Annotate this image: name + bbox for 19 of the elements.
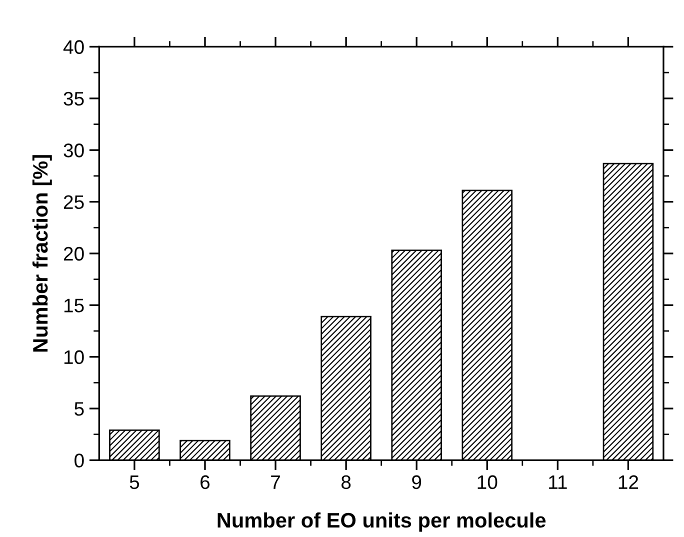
- y-tick-label: 0: [74, 454, 84, 468]
- x-tick-label: 5: [130, 476, 140, 490]
- y-tick-label: 10: [64, 350, 84, 364]
- x-tick-label: 10: [478, 475, 498, 490]
- x-tick-label: 9: [412, 475, 422, 490]
- y-tick-label: 25: [64, 195, 84, 210]
- x-axis-title: Number of EO units per molecule: [218, 512, 546, 532]
- y-tick-label: 35: [64, 92, 84, 106]
- y-tick-label: 40: [63, 40, 84, 54]
- x-tick-label: 7: [271, 476, 280, 489]
- y-tick-label: 20: [64, 246, 84, 261]
- y-tick-label: 30: [64, 144, 84, 158]
- x-tick-label: 12: [618, 475, 638, 489]
- x-tick-label: 6: [200, 475, 210, 490]
- x-tick-label: 8: [342, 475, 351, 490]
- y-tick-label: 15: [64, 298, 84, 312]
- x-tick-label: 11: [549, 476, 567, 489]
- y-axis-title: Number fraction [%]: [32, 155, 52, 352]
- y-tick-label: 5: [74, 402, 84, 416]
